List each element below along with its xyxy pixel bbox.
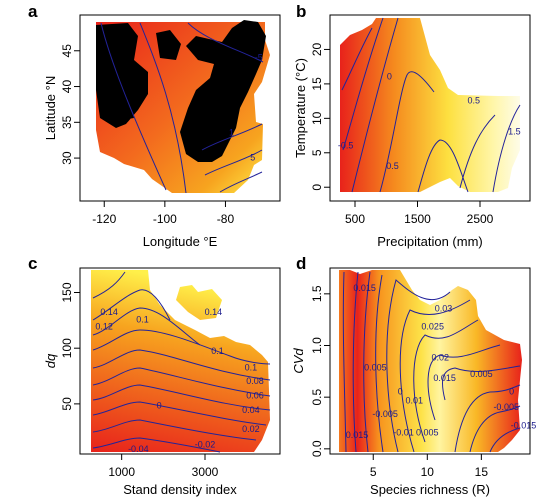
contour-label: 1: [229, 127, 234, 137]
x-tick-label-b: 500: [345, 212, 365, 226]
plot-frame-c: [79, 267, 281, 455]
y-axis-title-c: dq: [43, 353, 58, 368]
contour-label: 0.08: [246, 376, 264, 386]
contour-label: 0.025: [421, 321, 444, 331]
heatmap-fill-d: [339, 270, 522, 452]
contour-label: 0.01: [406, 396, 424, 406]
heatmap-fill-c: [91, 270, 270, 452]
contours-b: [341, 17, 521, 193]
contours-a: [100, 22, 264, 194]
x-tick-label-c: 3000: [192, 465, 219, 479]
contour-label: 5: [250, 152, 255, 162]
plot-frame-a: [79, 14, 281, 202]
contours-d: [342, 271, 521, 453]
contour-label: 0.015: [353, 283, 376, 293]
x-axis-title-a: Longitude °E: [143, 234, 218, 249]
contour-label: 1.5: [508, 126, 521, 136]
contour-label: -0.01: [393, 428, 414, 438]
x-tick-label-b: 1500: [404, 212, 431, 226]
contour-label: -0.015: [511, 420, 537, 430]
contour-label: -0.04: [128, 444, 149, 454]
y-tick-label-a: 40: [60, 80, 74, 94]
land-map-a: [96, 20, 266, 162]
panel-label-b: b: [296, 2, 306, 21]
contour-label: 0: [387, 71, 392, 81]
contour-label: 0.005: [416, 428, 439, 438]
panel-b: b 0 0.5 -0.5 0.5 1.5 500 1500 2500 0 5 10 15 20 Pre…: [293, 2, 531, 249]
contour-label: 0.5: [386, 161, 399, 171]
y-tick-label-b: 5: [310, 149, 324, 156]
panel-d: d 0.0150.030.0250.020.0150.00500.01-0.00…: [291, 254, 536, 497]
y-tick-label-d: 1.5: [310, 285, 324, 302]
x-axis-title-c: Stand density index: [123, 482, 237, 497]
contour-label: 0.005: [470, 369, 493, 379]
x-tick-label-d: 5: [370, 465, 377, 479]
x-axis-title-d: Species richness (R): [370, 482, 490, 497]
x-axis-title-b: Precipitation (mm): [377, 234, 482, 249]
contour-label: -0.02: [195, 439, 216, 449]
contour-label: 0.015: [346, 430, 369, 440]
y-tick-label-c: 50: [60, 397, 74, 411]
y-tick-label-b: 0: [310, 184, 324, 191]
contour-label: 0.12: [95, 321, 113, 331]
x-tick-label-a: -100: [153, 212, 177, 226]
panel-label-c: c: [28, 254, 37, 273]
y-tick-label-b: 20: [310, 42, 324, 56]
contour-label: 0.03: [435, 304, 453, 314]
contour-label: 0: [509, 386, 514, 396]
x-tick-label-a: -80: [217, 212, 235, 226]
contour-label: -5: [255, 52, 263, 62]
y-tick-label-a: 45: [60, 44, 74, 58]
y-tick-label-d: 0.5: [310, 389, 324, 406]
contour-label: 0.005: [364, 363, 387, 373]
y-tick-label-b: 10: [310, 111, 324, 125]
y-axis-title-d: CVd: [291, 348, 306, 374]
panel-label-a: a: [28, 2, 38, 21]
y-tick-label-c: 150: [60, 282, 74, 302]
contour-label: 0.14: [100, 307, 118, 317]
contour-label: 0.1: [245, 363, 258, 373]
x-tick-label-c: 1000: [108, 465, 135, 479]
y-axis-title-b: Temperature (°C): [293, 58, 308, 158]
contour-label: 0.02: [432, 352, 450, 362]
contour-label: 0.04: [242, 405, 260, 415]
x-tick-label-d: 15: [475, 465, 489, 479]
contour-label: 0.5: [467, 95, 480, 105]
plot-frame-d: [329, 267, 531, 455]
contour-label: 0.06: [246, 390, 264, 400]
contour-label: 0.14: [205, 307, 223, 317]
y-tick-label-a: 30: [60, 151, 74, 165]
y-tick-label-c: 100: [60, 338, 74, 358]
y-tick-label-a: 35: [60, 115, 74, 129]
contour-label: 0.1: [211, 346, 224, 356]
y-axis-title-a: Latitude °N: [43, 76, 58, 140]
contour-label: -0.005: [372, 409, 398, 419]
contour-label: 0: [157, 400, 162, 410]
x-tick-label-d: 10: [421, 465, 435, 479]
panel-label-d: d: [296, 254, 306, 273]
plot-frame-b: [329, 14, 531, 202]
x-tick-label-a: -120: [92, 212, 116, 226]
y-tick-label-d: 0.0: [310, 440, 324, 457]
y-tick-label-d: 1.0: [310, 337, 324, 354]
contour-label: 0.02: [242, 424, 260, 434]
panel-c: c 0.14 0.12 0.1 0.14 0.1 0.1 0.08 0.06 0.04 0 0.02…: [28, 254, 281, 497]
contour-label: -0.5: [338, 140, 354, 150]
contour-label: 0.015: [433, 373, 456, 383]
y-tick-label-b: 15: [310, 77, 324, 91]
contours-c: [92, 271, 271, 453]
contour-label: -0.005: [493, 402, 519, 412]
x-tick-label-b: 2500: [467, 212, 494, 226]
heatmap-fill-b: [340, 18, 520, 192]
contour-label: 0: [398, 386, 403, 396]
contour-label: 0.1: [136, 315, 149, 325]
